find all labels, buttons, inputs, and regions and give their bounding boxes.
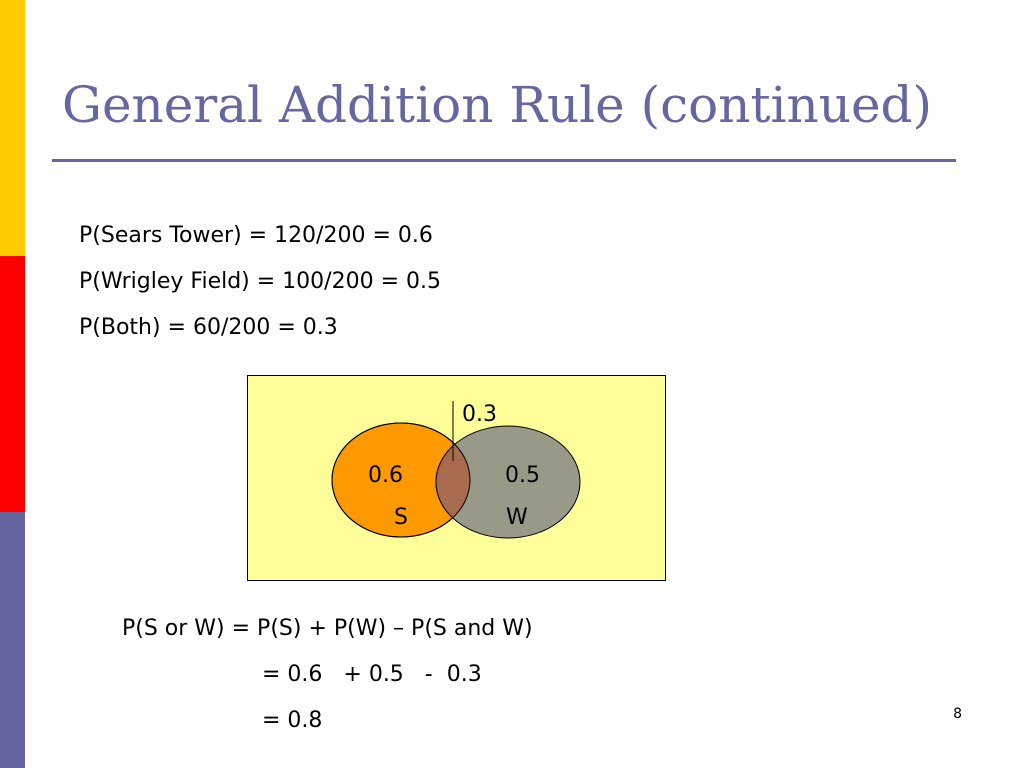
page-number: 8 xyxy=(953,706,962,722)
prob-both: P(Both) = 60/200 = 0.3 xyxy=(79,315,338,340)
formula-result: = 0.8 xyxy=(262,708,323,733)
formula-general: P(S or W) = P(S) + P(W) – P(S and W) xyxy=(122,616,533,641)
slide-title: General Addition Rule (continued) xyxy=(62,76,933,134)
intersection-label: 0.3 xyxy=(462,402,497,427)
set-s-name: S xyxy=(394,505,408,530)
venn-diagram: 0.3 0.6 S 0.5 W xyxy=(247,375,666,581)
set-w-name: W xyxy=(506,505,528,530)
prob-wrigley-field: P(Wrigley Field) = 100/200 = 0.5 xyxy=(79,269,441,294)
set-s-value: 0.6 xyxy=(368,463,403,488)
venn-circle-s-outline xyxy=(331,422,471,538)
sidebar-stripe-purple xyxy=(0,512,25,768)
set-w-value: 0.5 xyxy=(505,463,540,488)
sidebar-stripe-yellow xyxy=(0,0,25,256)
sidebar-stripe-red xyxy=(0,256,25,512)
formula-substituted: = 0.6 + 0.5 - 0.3 xyxy=(262,662,482,687)
prob-sears-tower: P(Sears Tower) = 120/200 = 0.6 xyxy=(79,223,433,248)
venn-overlap xyxy=(435,425,470,537)
title-underline xyxy=(52,159,956,162)
